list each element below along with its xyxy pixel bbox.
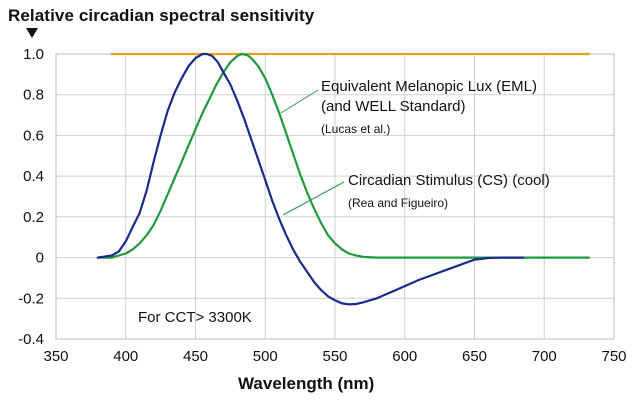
x-axis-label: Wavelength (nm) <box>238 374 375 393</box>
x-tick-label: 450 <box>183 348 208 365</box>
x-tick-label: 550 <box>322 348 347 365</box>
series-line-1 <box>96 52 591 259</box>
y-tick-label: 0.8 <box>23 87 44 104</box>
y-axis-arrow-icon <box>26 28 38 38</box>
x-tick-label: 650 <box>462 348 487 365</box>
y-tick-label: -0.2 <box>18 290 44 307</box>
cct-note: For CCT> 3300K <box>138 309 252 326</box>
eml-annotation-line2: (and WELL Standard) <box>321 98 466 115</box>
x-tick-label: 600 <box>392 348 417 365</box>
y-tick-label: 0.4 <box>23 168 44 185</box>
cs-leader-line <box>282 181 345 216</box>
y-tick-label: 1.0 <box>23 46 44 63</box>
y-tick-label: 0.6 <box>23 127 44 144</box>
cs-reference: (Rea and Figueiro) <box>348 196 449 210</box>
eml-annotation-line1: Equivalent Melanopic Lux (EML) <box>321 78 537 95</box>
chart-title: Relative circadian spectral sensitivity <box>8 6 315 25</box>
x-tick-label: 700 <box>532 348 557 365</box>
x-tick-label: 350 <box>43 348 68 365</box>
x-tick-label: 750 <box>601 348 626 365</box>
eml-reference: (Lucas et al.) <box>321 122 391 136</box>
x-tick-label: 400 <box>113 348 138 365</box>
y-tick-label: -0.4 <box>18 331 44 348</box>
y-tick-label: 0 <box>36 250 44 267</box>
cs-annotation: Circadian Stimulus (CS) (cool) <box>348 172 550 189</box>
x-tick-label: 500 <box>253 348 278 365</box>
series-line-0 <box>96 52 525 306</box>
y-tick-label: 0.2 <box>23 209 44 226</box>
eml-leader-line <box>280 89 319 114</box>
